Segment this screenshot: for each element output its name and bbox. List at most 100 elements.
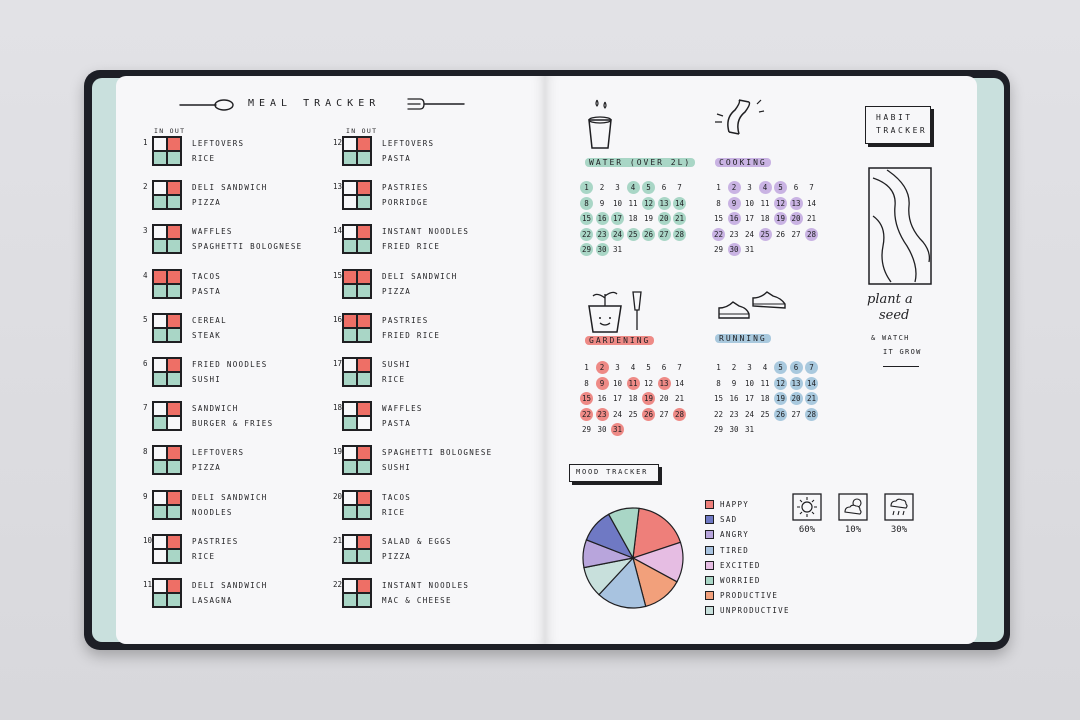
calendar-day: 18 [628,214,638,223]
meal-out-label: PASTA [382,419,412,429]
calendar-day: 23 [729,409,739,419]
calendar-day: 21 [805,392,818,405]
bacon-icon [715,99,765,135]
meal-out-label: PIZZA [192,463,222,473]
meal-cell [343,239,357,254]
meal-out-label: RICE [382,375,406,384]
calendar-day: 30 [597,425,607,434]
meal-cell [357,239,371,254]
meal-cell [357,137,371,151]
meal-in-label: SANDWICH [192,404,239,414]
calendar-day: 19 [774,392,787,405]
calendar-day: 23 [595,407,609,421]
calendar-day: 24 [744,229,755,239]
meal-cell [167,181,181,196]
calendar-day: 1 [580,181,593,194]
calendar-day: 1 [716,363,721,372]
meal-cell [343,534,357,549]
meal-out-label: FRIED RICE [382,242,441,252]
legend-item: WORRIED [705,576,761,585]
calendar-day: 20 [657,212,671,225]
legend-item: HAPPY [705,500,749,509]
meal-cell [167,446,181,461]
calendar-day: 2 [731,363,737,372]
calendar-day: 15 [580,392,593,405]
meal-cell [167,460,181,475]
calendar-day: 11 [760,198,770,208]
meal-out-label: FRIED RICE [382,330,441,340]
legend-swatch [705,545,714,555]
meal-cell [153,460,167,475]
sun-value: 60% [798,525,816,535]
meal-checkbox-grid [152,445,182,476]
mood-tracker-box: MOOD TRACKER [569,464,659,482]
calendar-day: 14 [805,376,818,390]
calendar-day: 25 [626,227,640,241]
running-label: RUNNING [715,334,771,343]
legend-label: EXCITED [720,560,761,570]
meal-cell [357,416,371,431]
meal-cell [153,151,167,165]
day-number: 14 [333,226,343,236]
calendar-day: 24 [612,409,623,419]
calendar-day: 3 [747,183,752,192]
meal-in-label: TACOS [192,271,222,281]
meal-cell [153,416,167,431]
calendar-day: 19 [774,212,787,225]
day-number: 3 [143,226,148,236]
meal-cell [167,372,181,386]
calendar-day: 20 [789,392,803,405]
meal-cell [357,593,371,607]
meal-cell [153,372,167,386]
meal-in-label: DELI SANDWICH [382,271,458,281]
cloud-sun-value: 10% [844,525,862,535]
meal-cell [153,225,167,240]
calendar-day: 26 [774,407,787,421]
calendar-day: 17 [612,394,623,403]
meal-checkbox-grid [152,533,182,564]
meal-out-label: STEAK [192,330,222,340]
calendar-day: 27 [659,409,669,419]
meal-checkbox-grid [342,180,372,211]
meal-in-label: PASTRIES [192,536,239,546]
legend-item: SAD [705,515,737,525]
meal-cell [343,137,357,151]
meal-in-label: CEREAL [192,315,227,325]
meal-cell [343,358,357,372]
left-page: MEAL TRACKER IN OUT IN OUT 1 LEFTOVERS RIC… [116,76,545,644]
calendar-day: 18 [760,394,770,403]
calendar-day: 15 [713,394,724,403]
calendar-day: 16 [729,394,739,403]
calendar-day: 7 [805,361,818,374]
day-number: 7 [143,403,148,413]
calendar-day: 11 [628,198,638,208]
meal-checkbox-grid [152,268,182,299]
meal-cell [153,548,167,563]
calendar-day: 8 [716,198,721,208]
meal-cell [167,534,181,549]
fork-icon [407,98,465,110]
meal-out-label: PIZZA [382,286,412,296]
meal-checkbox-grid [342,489,372,520]
day-number: 12 [333,138,343,147]
calendar-day: 8 [580,196,593,210]
calendar-day: 17 [744,214,755,223]
mood-tracker-title: MOOD TRACKER [576,468,649,476]
meal-checkbox-grid [152,578,182,608]
calendar-day: 16 [597,394,607,403]
meal-cell [153,239,167,254]
meal-cell [357,269,371,284]
meal-cell [153,181,167,196]
calendar-day: 12 [774,196,787,210]
calendar-day: 14 [674,378,685,388]
legend-swatch [705,530,714,540]
meal-cell [153,504,167,519]
calendar-day: 5 [774,181,787,194]
sneakers-icon [718,291,786,319]
calendar-day: 4 [762,363,768,372]
calendar-day: 8 [716,378,721,388]
pie-slice [607,507,640,560]
meal-cell [167,593,181,607]
meal-cell [343,372,357,386]
meal-in-label: SUSHI [382,360,412,369]
